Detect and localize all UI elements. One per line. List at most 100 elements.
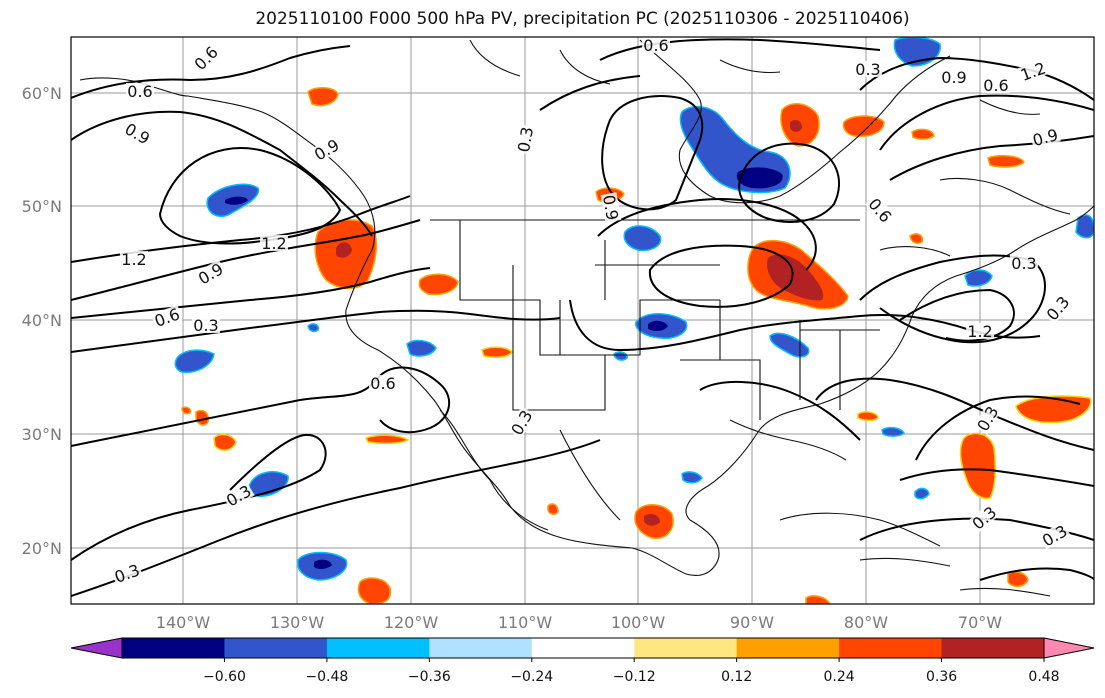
- precip-core-negative: [736, 167, 783, 189]
- longitude-labels: 140°W 130°W 120°W 110°W 100°W 90°W 80°W 70°W: [156, 613, 1002, 632]
- precip-patch-negative: [174, 349, 215, 374]
- precip-patch-negative: [914, 487, 930, 500]
- colorbar-tick-label: −0.36: [408, 669, 451, 685]
- lon-label: 130°W: [270, 613, 325, 632]
- svg-text:0.6: 0.6: [127, 82, 152, 101]
- precip-core-positive: [790, 120, 802, 132]
- precip-core-positive: [766, 254, 824, 301]
- precip-patch-positive: [959, 432, 996, 500]
- precip-patch-positive: [987, 154, 1025, 168]
- colorbar-tick-label: 0.12: [721, 669, 752, 685]
- precip-patch-positive: [481, 346, 513, 358]
- svg-text:0.3: 0.3: [1011, 254, 1036, 273]
- lat-label: 40°N: [22, 311, 62, 330]
- contour-label: 0.9: [940, 68, 968, 87]
- contour-label: 0.3: [854, 60, 882, 79]
- precip-patch-positive: [418, 273, 459, 296]
- colorbar-tick-label: −0.12: [613, 669, 656, 685]
- colorbar-tick-label: −0.60: [203, 669, 246, 685]
- coastlines: [79, 39, 1094, 597]
- pv-contours: [71, 38, 1094, 597]
- precip-patch-positive: [307, 87, 339, 107]
- precip-patch-negative: [406, 339, 437, 357]
- precip-patch-negative: [769, 332, 810, 358]
- colorbar-tick-label: −0.48: [305, 669, 348, 685]
- precip-patch-positive: [195, 409, 210, 426]
- colorbar-bin: [531, 638, 635, 658]
- precip-patch-negative: [307, 323, 320, 333]
- colorbar-bin: [122, 638, 225, 658]
- latitude-labels: 60°N 50°N 40°N 30°N 20°N: [22, 84, 62, 558]
- precip-patch-negative: [623, 225, 662, 252]
- contour-label: 0.6: [369, 374, 397, 393]
- lon-label: 100°W: [611, 613, 666, 632]
- precip-patch-negative: [613, 351, 628, 361]
- colorbar-extend-high: [1043, 637, 1095, 659]
- svg-text:0.6: 0.6: [643, 36, 668, 55]
- contour-label: 0.3: [514, 124, 537, 155]
- lon-label: 110°W: [498, 613, 553, 632]
- svg-text:0.3: 0.3: [855, 60, 880, 79]
- precip-patch-positive: [364, 434, 410, 445]
- colorbar: −0.60 −0.48 −0.36 −0.24 −0.12 0.12 0.24 0.36 0.4…: [70, 637, 1095, 685]
- svg-text:0.6: 0.6: [370, 374, 395, 393]
- colorbar-extend-low: [70, 637, 123, 659]
- lat-label: 30°N: [22, 425, 62, 444]
- contour-label: 0.6: [642, 36, 670, 55]
- colorbar-bin: [839, 638, 943, 658]
- contour-label: 0.3: [192, 316, 220, 335]
- precip-patch-negative: [681, 471, 703, 484]
- contour-label: 1.2: [260, 234, 288, 253]
- colorbar-bin: [941, 638, 1045, 658]
- colorbar-tick-label: −0.24: [510, 669, 553, 685]
- precip-patch-positive: [181, 406, 192, 415]
- lon-label: 90°W: [730, 613, 774, 632]
- contour-label: 0.9: [599, 192, 622, 223]
- precip-core-positive: [336, 242, 352, 258]
- svg-text:0.9: 0.9: [941, 68, 966, 87]
- precip-patch-positive: [911, 128, 935, 140]
- precip-core-negative: [648, 320, 668, 331]
- precip-patch-positive: [213, 433, 237, 451]
- plot-title: 2025110100 F000 500 hPa PV, precipitatio…: [255, 9, 910, 29]
- svg-text:1.2: 1.2: [121, 250, 146, 269]
- svg-text:1.2: 1.2: [967, 322, 992, 341]
- colorbar-tick-label: 0.48: [1028, 669, 1059, 685]
- svg-text:0.6: 0.6: [983, 76, 1008, 95]
- svg-text:0.3: 0.3: [193, 316, 218, 335]
- precip-core-negative: [314, 559, 332, 570]
- precip-patch-positive: [857, 411, 879, 422]
- colorbar-frame: [121, 637, 1045, 659]
- contour-label: 1.2: [120, 250, 148, 269]
- colorbar-bin: [224, 638, 328, 658]
- precip-core-negative: [225, 196, 248, 205]
- colorbar-bin: [634, 638, 738, 658]
- precip-core-positive: [644, 514, 660, 526]
- precip-patch-positive: [805, 595, 831, 604]
- lon-label: 80°W: [844, 613, 888, 632]
- colorbar-tick-label: 0.36: [926, 669, 957, 685]
- lon-label: 140°W: [156, 613, 211, 632]
- contour-label: 0.6: [982, 76, 1010, 95]
- lat-label: 20°N: [22, 539, 62, 558]
- contour-label: 1.2: [966, 322, 994, 341]
- precip-patch-positive: [909, 233, 924, 244]
- lon-label: 120°W: [384, 613, 439, 632]
- lat-label: 50°N: [22, 197, 62, 216]
- lon-label: 70°W: [958, 613, 1002, 632]
- svg-text:1.2: 1.2: [261, 234, 286, 253]
- colorbar-bin: [326, 638, 430, 658]
- map-frame: [70, 36, 1095, 605]
- contour-label: 0.9: [310, 135, 343, 164]
- precipitation-anomalies: [174, 37, 1094, 604]
- svg-text:0.9: 0.9: [599, 193, 622, 221]
- colorbar-tick-label: 0.24: [824, 669, 855, 685]
- precip-patch-negative: [881, 426, 905, 437]
- contour-label: 0.6: [126, 82, 154, 101]
- colorbar-bin: [736, 638, 840, 658]
- contour-labels: 0.60.60.90.91.21.2 0.90.6 0.30.60.30.30.30…: [111, 36, 1074, 587]
- lat-label: 60°N: [22, 84, 62, 103]
- precip-patch-positive: [357, 577, 392, 604]
- colorbar-bin: [429, 638, 533, 658]
